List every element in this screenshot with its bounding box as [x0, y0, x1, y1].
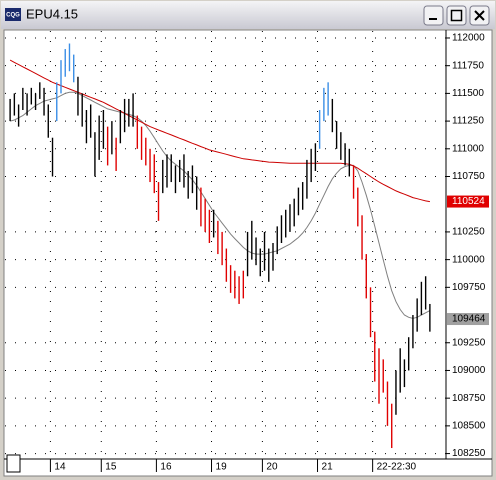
- x-tick-label: 21: [322, 462, 334, 473]
- x-tick-label: 22-22:30: [377, 462, 417, 473]
- y-tick-label: 109750: [452, 282, 486, 293]
- y-tick-label: 111750: [452, 60, 484, 71]
- window-title: EPU4.15: [26, 6, 78, 21]
- price-marker-label: 109464: [452, 314, 486, 325]
- maximize-button[interactable]: [446, 5, 467, 26]
- y-tick-label: 110250: [452, 227, 485, 238]
- y-tick-label: 108750: [452, 393, 486, 404]
- y-tick-label: 109000: [452, 365, 486, 376]
- app-icon: [5, 8, 21, 21]
- y-tick-label: 110000: [452, 254, 485, 265]
- icon-text: CQG: [6, 13, 20, 19]
- x-tick-label: 20: [266, 462, 278, 473]
- x-tick-label: 15: [105, 462, 117, 473]
- price-marker-label: 110524: [452, 196, 485, 207]
- y-tick-label: 109250: [452, 337, 486, 348]
- y-tick-label: 108500: [452, 421, 486, 432]
- price-marker: [447, 195, 489, 208]
- y-tick-label: 110750: [452, 171, 485, 182]
- maximize-glyph: [450, 9, 463, 22]
- minimize-glyph: [429, 18, 437, 20]
- x-tick-label: 19: [216, 462, 228, 473]
- fast-average-line: [9, 91, 431, 319]
- slow-average-line: [9, 59, 430, 203]
- y-tick-label: 112000: [452, 33, 485, 44]
- x-tick-label: 16: [160, 462, 172, 473]
- y-tick-label: 111250: [452, 116, 484, 127]
- minimize-button[interactable]: [423, 5, 444, 26]
- y-tick-label: 111500: [452, 88, 484, 99]
- window-buttons: [423, 5, 490, 26]
- corner-box: [6, 454, 21, 473]
- x-tick-label: 14: [54, 462, 66, 473]
- y-tick-label: 108250: [452, 448, 486, 459]
- close-glyph: [474, 10, 485, 21]
- price-marker: [447, 313, 489, 326]
- title-bar: [1, 1, 495, 29]
- y-tick-label: 111000: [452, 143, 484, 154]
